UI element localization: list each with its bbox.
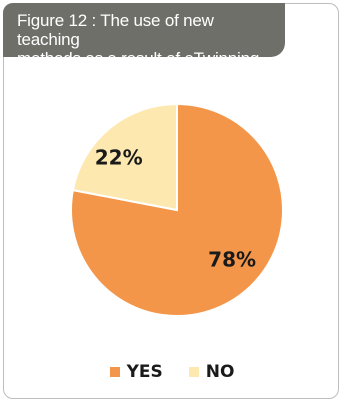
slice-label-yes: 78% [208, 247, 256, 271]
pie-slice-no [71, 102, 178, 212]
figure-title-box: Figure 12 : The use of new teaching meth… [3, 3, 285, 68]
slice-label-no: 22% [95, 146, 143, 170]
figure-title: Figure 12 : The use of new teaching meth… [17, 11, 260, 68]
legend-item-yes: YES [109, 362, 163, 382]
legend-swatch-no [188, 367, 199, 377]
legend-label-yes: YES [126, 362, 163, 382]
legend-item-no: NO [188, 362, 235, 382]
legend: YES NO [0, 360, 344, 384]
legend-swatch-yes [109, 367, 120, 377]
legend-label-no: NO [205, 362, 235, 382]
